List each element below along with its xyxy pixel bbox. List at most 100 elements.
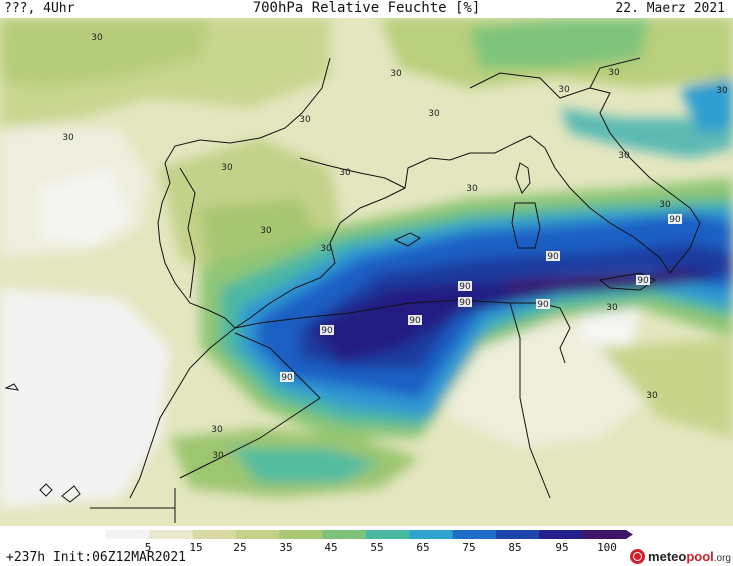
colorbar-segment <box>236 530 280 539</box>
colorbar-tick-label: 35 <box>279 541 293 554</box>
colorbar-tick-label: 45 <box>324 541 338 554</box>
colorbar-tick-label: 5 <box>144 541 152 554</box>
coast-italy-west <box>544 147 671 274</box>
colorbar-segment <box>106 530 150 539</box>
field-sw-white <box>0 288 170 508</box>
canary-island-1 <box>4 383 20 391</box>
field-band-navy <box>310 268 720 363</box>
forecast-day-label: ???, 4Uhr <box>4 1 75 16</box>
header-bar: ???, 4Uhr 700hPa Relative Feuchte [%] 22… <box>0 0 733 18</box>
contour-label-30: 30 <box>558 85 570 95</box>
field-east-green <box>600 338 733 438</box>
coastlines <box>90 57 701 523</box>
coast-morocco-west <box>129 327 236 499</box>
footer-area: 5 15 25 35 45 55 65 75 85 95 100 +237h Init:06Z12M… <box>0 526 733 566</box>
contour-label-bg <box>668 214 682 224</box>
contour-label-30: 30 <box>212 451 224 461</box>
colorbar-segment <box>149 530 194 539</box>
run-info: +237h Init:06Z12MAR2021 <box>6 550 187 565</box>
logo-accent: pool <box>686 548 714 564</box>
contour-label-30: 30 <box>606 303 618 313</box>
colorbar-tick-label: 75 <box>462 541 476 554</box>
colorbar-segment <box>539 530 584 539</box>
contour-label-90: 90 <box>409 316 421 326</box>
contour-label-30: 30 <box>390 69 402 79</box>
contour-label-bg <box>546 251 560 261</box>
colorbar-segment <box>192 530 237 539</box>
logo-globe-icon <box>630 548 646 564</box>
contour-label-30: 30 <box>659 200 671 210</box>
colorbar-tick-label: 95 <box>555 541 569 554</box>
colorbar-tick-label: 25 <box>233 541 247 554</box>
field-north-green <box>0 18 210 88</box>
colorbar-tick-label: 15 <box>189 541 203 554</box>
coast-sardinia <box>511 202 541 249</box>
colorbar-tick-label: 85 <box>508 541 522 554</box>
contour-label-90: 90 <box>459 282 471 292</box>
contour-label-90: 90 <box>281 373 293 383</box>
contour-label-bg <box>320 325 334 335</box>
contour-label-30: 30 <box>221 163 233 173</box>
colorbar-arrow <box>626 530 633 539</box>
logo-text: meteopool.org <box>648 549 731 564</box>
border-alps <box>469 57 641 99</box>
humidity-field <box>0 18 733 508</box>
contour-label-30: 30 <box>299 115 311 125</box>
coast-corsica <box>515 162 531 194</box>
humidity-map: 30 30 30 30 30 30 30 30 30 30 30 30 30 30 30 30 30 30 30 90… <box>0 18 733 526</box>
border-morocco-algeria <box>179 332 321 479</box>
contour-label-30: 30 <box>91 33 103 43</box>
contour-label-30: 30 <box>260 226 272 236</box>
contour-label-bg <box>458 281 472 291</box>
colorbar-segment <box>279 530 324 539</box>
contour-label-90: 90 <box>321 326 333 336</box>
valid-date: 22. Maerz 2021 <box>615 1 725 16</box>
colorbar-segment <box>366 530 410 539</box>
contour-label-bg <box>536 299 550 309</box>
colorbar-segment <box>582 530 627 539</box>
contour-label-30: 30 <box>646 391 658 401</box>
colorbar-tick-label: 100 <box>597 541 617 554</box>
contour-label-30: 30 <box>62 133 74 143</box>
contour-label-bg <box>636 275 650 285</box>
canary-island-3 <box>61 485 81 503</box>
contour-label-30: 30 <box>211 425 223 435</box>
contour-label-30: 30 <box>428 109 440 119</box>
contour-label-30: 30 <box>339 168 351 178</box>
border-algeria-libya <box>509 302 551 499</box>
colorbar-segment <box>409 530 454 539</box>
coast-iberia-west <box>157 162 236 329</box>
field-atlantic-white <box>40 168 130 248</box>
colorbar-tick-label: 65 <box>416 541 430 554</box>
contour-label-90: 90 <box>547 252 559 262</box>
contour-label-bg <box>408 315 422 325</box>
field-adriatic-blue <box>680 78 733 133</box>
colorbar <box>106 530 633 539</box>
field-alps-blue <box>560 98 733 158</box>
coast-france-med <box>404 135 546 189</box>
coast-balearics <box>393 232 421 247</box>
contour-labels: 30 30 30 30 30 30 30 30 30 30 30 30 30 30 30 30 30 30 30 90… <box>62 33 728 461</box>
coast-france-atlantic <box>164 57 331 164</box>
map-title: 700hPa Relative Feuchte [%] <box>252 0 481 16</box>
contour-label-30: 30 <box>608 68 620 78</box>
logo-main: meteo <box>648 548 687 564</box>
meteopool-logo[interactable]: meteopool.org <box>630 547 731 565</box>
field-alps-teal <box>470 18 650 68</box>
colorbar-segment <box>452 530 497 539</box>
coast-italy-east <box>589 87 701 274</box>
contour-label-30: 30 <box>320 244 332 254</box>
coast-iberia-south-east <box>234 187 406 329</box>
contour-label-bg <box>458 297 472 307</box>
border-pyrenees <box>299 157 406 189</box>
colorbar-tick-label: 55 <box>370 541 384 554</box>
colorbar-segment <box>496 530 540 539</box>
contour-label-90: 90 <box>637 276 649 286</box>
canary-island-2 <box>39 483 53 497</box>
contour-label-bg <box>280 372 294 382</box>
coast-north-africa <box>234 299 571 364</box>
contour-label-30: 30 <box>716 86 728 96</box>
contour-label-30: 30 <box>466 184 478 194</box>
field-south-arm-teal <box>230 448 380 483</box>
contour-label-30: 30 <box>618 151 630 161</box>
